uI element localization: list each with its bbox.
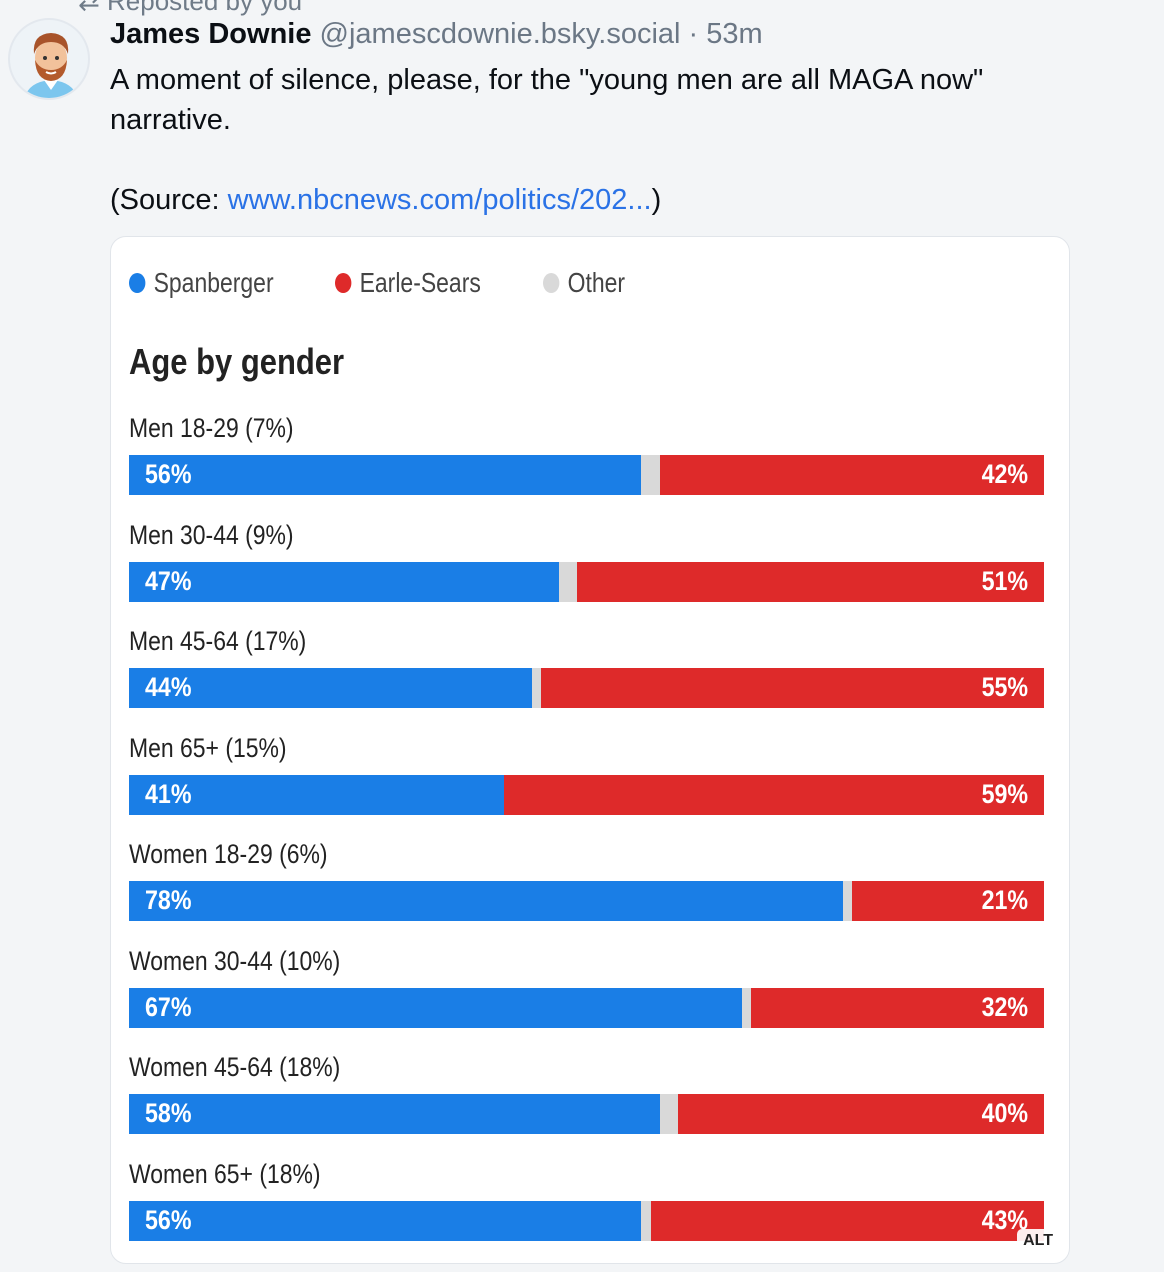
legend-item-spanberger: Spanberger — [129, 267, 274, 299]
bar-category-label: Men 30-44 (9%) — [129, 519, 294, 550]
bar-segment-spanberger: 41% — [129, 774, 505, 815]
bar-segment-spanberger: 56% — [129, 455, 642, 495]
author-name[interactable]: James Downie — [110, 18, 312, 50]
bar-category-label: Men 45-64 (17%) — [129, 626, 307, 656]
bar-value-label: 51% — [981, 565, 1028, 596]
legend-dot-spanberger — [129, 273, 146, 293]
author-handle[interactable]: @jamescdownie.bsky.social — [319, 18, 681, 50]
post-source-line: (Source: www.nbcnews.com/politics/202...… — [110, 180, 1110, 220]
bar-segment-other — [641, 1200, 651, 1241]
stacked-bar: 41% 59% — [129, 774, 1044, 815]
source-suffix: ) — [651, 184, 662, 216]
chart-legend: Spanberger Earle-Sears Other — [129, 267, 673, 299]
bar-segment-other — [659, 1094, 678, 1134]
bar-value-label: 47% — [145, 565, 192, 596]
bar-value-label: 56% — [145, 1204, 192, 1235]
post-text-line: A moment of silence, please, for the "yo… — [110, 64, 984, 96]
post-text-line: narrative. — [110, 104, 231, 136]
post-blank-line — [110, 140, 1110, 180]
legend-label-earle-sears: Earle-Sears — [359, 267, 482, 298]
repost-label: Reposted by you — [107, 0, 303, 16]
chart-title: Age by gender — [129, 341, 345, 382]
bar-segment-earle-sears: 43% — [650, 1200, 1044, 1241]
avatar-illustration-icon — [24, 33, 78, 98]
bar-segment-spanberger: 44% — [129, 668, 532, 708]
legend-label-spanberger: Spanberger — [153, 267, 274, 298]
bar-value-label: 42% — [981, 459, 1028, 489]
bar-segment-other — [559, 561, 578, 602]
bar-segment-earle-sears: 40% — [677, 1094, 1044, 1134]
bar-segment-spanberger: 56% — [129, 1200, 642, 1241]
stacked-bar: 56% 43% — [129, 1200, 1044, 1241]
avatar[interactable] — [8, 18, 90, 100]
bar-segment-earle-sears: 21% — [851, 881, 1044, 921]
bar-segment-other — [842, 881, 852, 921]
bar-value-label: 40% — [981, 1098, 1028, 1128]
legend-item-earle-sears: Earle-Sears — [335, 267, 481, 299]
bar-segment-earle-sears: 51% — [577, 561, 1044, 602]
bar-segment-earle-sears: 59% — [504, 774, 1044, 815]
bar-category-label: Men 65+ (15%) — [129, 732, 287, 763]
source-prefix: (Source: — [110, 184, 228, 216]
bar-value-label: 32% — [981, 991, 1028, 1022]
bar-category-label: Women 30-44 (10%) — [129, 945, 341, 976]
bar-value-label: 44% — [145, 672, 192, 702]
bar-segment-other — [531, 668, 541, 708]
bar-segment-earle-sears: 32% — [751, 987, 1044, 1028]
legend-dot-other — [543, 273, 560, 293]
bar-value-label: 59% — [981, 778, 1028, 809]
stacked-bar: 44% 55% — [129, 668, 1044, 708]
bar-category-label: Women 65+ (18%) — [129, 1158, 321, 1189]
bar-segment-spanberger: 58% — [129, 1094, 660, 1134]
stacked-bar: 58% 40% — [129, 1094, 1044, 1134]
bar-category-label: Women 45-64 (18%) — [129, 1052, 341, 1082]
legend-label-other: Other — [567, 267, 626, 298]
bar-value-label: 55% — [981, 672, 1028, 702]
bar-value-label: 78% — [145, 885, 192, 915]
chart-image-card[interactable]: Spanberger Earle-Sears Other Age by gend… — [110, 236, 1070, 1264]
repost-icon: ⇄ — [78, 0, 108, 16]
stacked-bar: 78% 21% — [129, 881, 1044, 921]
post-header: James Downie @jamescdownie.bsky.social ·… — [110, 16, 763, 52]
bar-value-label: 41% — [145, 778, 192, 809]
bar-segment-other — [742, 987, 752, 1028]
bar-value-label: 67% — [145, 991, 192, 1022]
header-separator: · — [688, 18, 699, 50]
bar-segment-earle-sears: 55% — [540, 668, 1044, 708]
alt-text-badge[interactable]: ALT — [1017, 1229, 1059, 1253]
stacked-bar: 56% 42% — [129, 455, 1044, 495]
bar-segment-spanberger: 47% — [129, 561, 560, 602]
post-body: A moment of silence, please, for the "yo… — [110, 60, 1110, 220]
legend-dot-earle-sears — [335, 273, 352, 293]
bar-category-label: Women 18-29 (6%) — [129, 839, 328, 869]
bar-category-label: Men 18-29 (7%) — [129, 413, 294, 443]
legend-item-other: Other — [543, 267, 625, 299]
bar-segment-spanberger: 67% — [129, 987, 743, 1028]
source-link[interactable]: www.nbcnews.com/politics/202... — [227, 184, 652, 216]
bar-value-label: 56% — [145, 459, 192, 489]
stacked-bar: 47% 51% — [129, 561, 1044, 602]
bar-segment-earle-sears: 42% — [659, 455, 1044, 495]
bar-value-label: 21% — [981, 885, 1028, 915]
bar-segment-spanberger: 78% — [129, 881, 843, 921]
post-time[interactable]: 53m — [706, 18, 763, 50]
stacked-bar: 67% 32% — [129, 987, 1044, 1028]
bar-segment-other — [641, 455, 660, 495]
bar-value-label: 58% — [145, 1098, 192, 1128]
repost-indicator: ⇄ Reposted by you — [78, 0, 302, 17]
